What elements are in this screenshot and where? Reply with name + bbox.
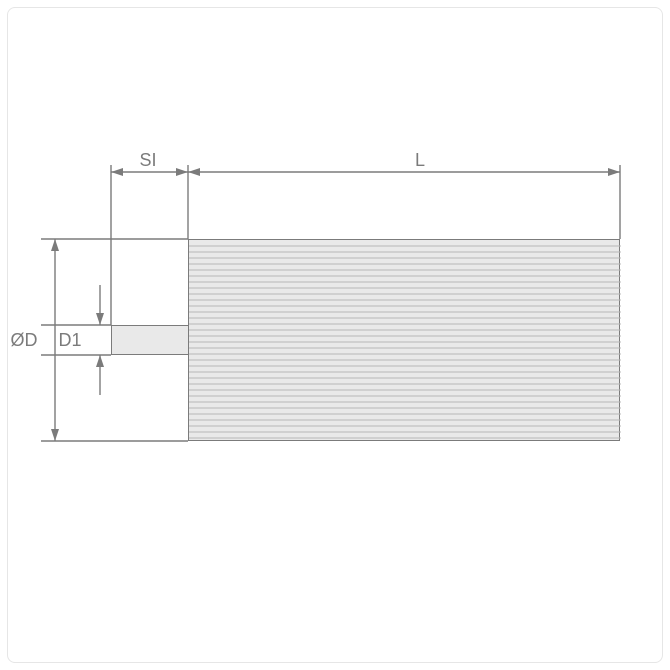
dimension-D (0, 0, 670, 670)
diagram-canvas: L SI D1 ØD (0, 0, 670, 670)
label-D: ØD (11, 330, 38, 351)
label-L: L (415, 150, 425, 171)
label-SI: SI (139, 150, 156, 171)
label-D1: D1 (58, 330, 81, 351)
